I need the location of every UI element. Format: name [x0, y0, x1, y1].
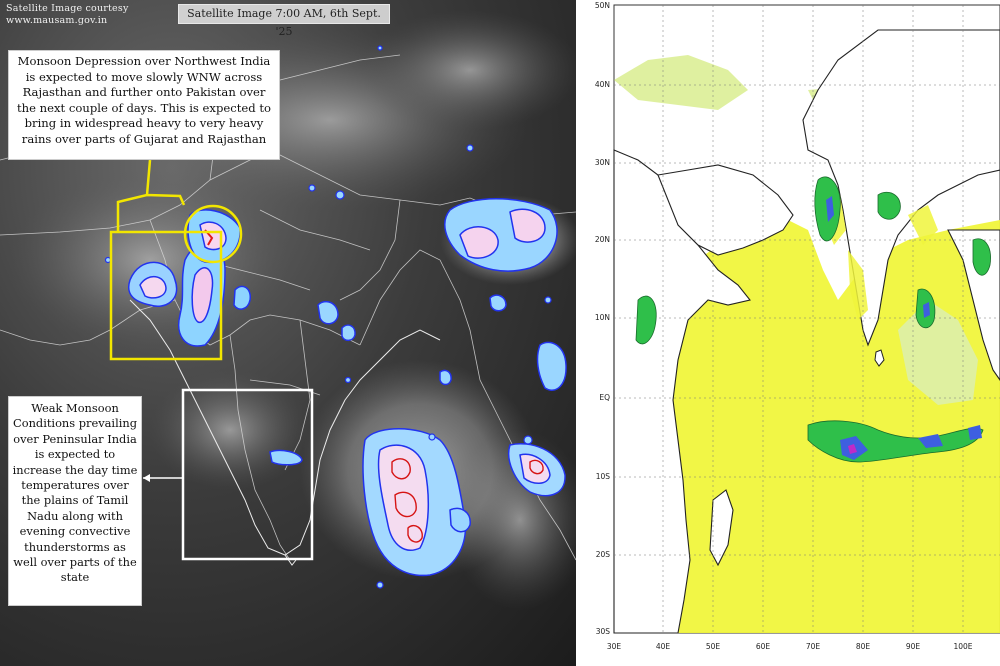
rain-intensity-patches [635, 176, 991, 463]
peninsula-annotation: Weak Monsoon Conditions prevailing over … [8, 396, 142, 606]
lon-label-60e: 60E [755, 642, 771, 651]
satellite-image-panel: Satellite Image courtesy www.mausam.gov.… [0, 0, 576, 666]
image-credit: Satellite Image courtesy www.mausam.gov.… [6, 3, 129, 27]
lon-label-30e: 30E [606, 642, 622, 651]
lat-label-50n: 50N [594, 1, 610, 10]
depression-annotation: Monsoon Depression over Northwest India … [8, 50, 280, 160]
lon-label-40e: 40E [655, 642, 671, 651]
lon-label-50e: 50E [705, 642, 721, 651]
lat-label-30n: 30N [594, 158, 610, 167]
lon-label-80e: 80E [855, 642, 871, 651]
lat-label-40n: 40N [594, 80, 610, 89]
lat-label-20n: 20N [594, 235, 610, 244]
lon-label-70e: 70E [805, 642, 821, 651]
satellite-title: Satellite Image 7:00 AM, 6th Sept. '25 [178, 4, 390, 38]
model-forecast-panel: 50N 40N 30N 20N 10N EQ 10S 20S 30S 30E 4… [578, 0, 1000, 666]
lat-label-10n: 10N [594, 313, 610, 322]
peninsula-highlight [181, 388, 314, 561]
lat-label-10s: 10S [595, 472, 610, 481]
lat-label-30s: 30S [595, 627, 610, 636]
lon-label-100e: 100E [953, 642, 973, 651]
lon-label-90e: 90E [905, 642, 921, 651]
convective-cells [104, 45, 567, 589]
lat-label-eq: EQ [599, 393, 610, 402]
credit-url: www.mausam.gov.in [6, 15, 108, 26]
lat-label-20s: 20S [595, 550, 610, 559]
credit-line-1: Satellite Image courtesy [6, 3, 129, 14]
rainfall-forecast-map [613, 4, 1000, 634]
depression-highlight [109, 159, 243, 361]
